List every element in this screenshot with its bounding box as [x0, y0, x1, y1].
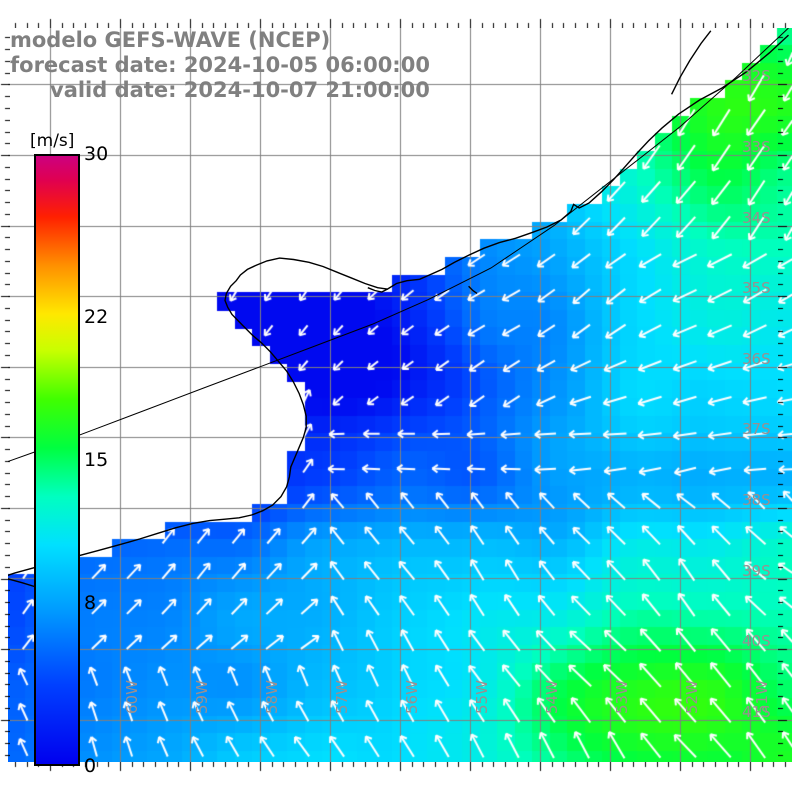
colorbar-tick-8: 8	[84, 591, 97, 614]
colorbar-units: [m/s]	[30, 131, 75, 151]
coastline-path	[8, 28, 789, 463]
coastline-path	[8, 34, 789, 576]
bottom-axis-ticks	[8, 762, 792, 776]
colorbar[interactable]	[34, 154, 80, 766]
coastline-path	[468, 285, 478, 294]
colorbar-gradient	[34, 154, 80, 766]
coastline-overlay	[8, 28, 789, 594]
coastline-path	[670, 30, 712, 95]
colorbar-tick-30: 30	[84, 143, 109, 165]
map-plot-area[interactable]	[8, 28, 792, 762]
wind-speed-field	[8, 28, 792, 762]
left-axis-ticks	[0, 28, 10, 762]
colorbar-tick-0: 0	[84, 755, 97, 777]
top-axis-ticks	[8, 18, 792, 28]
colorbar-tick-15: 15	[84, 449, 109, 471]
coastline-path	[367, 287, 388, 293]
right-axis-ticks	[778, 28, 792, 762]
colorbar-tick-22: 22	[84, 306, 109, 329]
